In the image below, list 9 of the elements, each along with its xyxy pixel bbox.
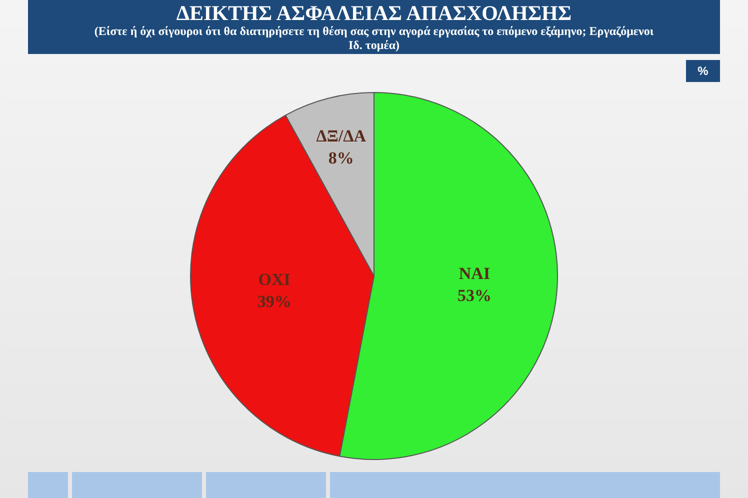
slice-label: ΟΧΙ [258,270,291,290]
data-label: 8% [328,148,354,168]
text: % [686,60,720,82]
chart-subtitle: (Είστε ή όχι σίγουροι ότι θα διατηρήσετε τη θέση σας στην αγορά εργασίας το επόμενο εξάμηνο; Εργαζόμενοι Ιδ. τομέα) [93,24,655,52]
data-label: 53% [457,286,492,305]
data-label: 39% [257,292,292,312]
chart-title: ΔΕΙΚΤΗΣ ΑΣΦΑΛΕΙΑΣ ΑΠΑΣΧΟΛΗΣΗΣ [175,1,573,25]
slice-label: ΝΑΙ [458,264,490,283]
slice-label: ΔΞ/ΔΑ [316,126,367,146]
